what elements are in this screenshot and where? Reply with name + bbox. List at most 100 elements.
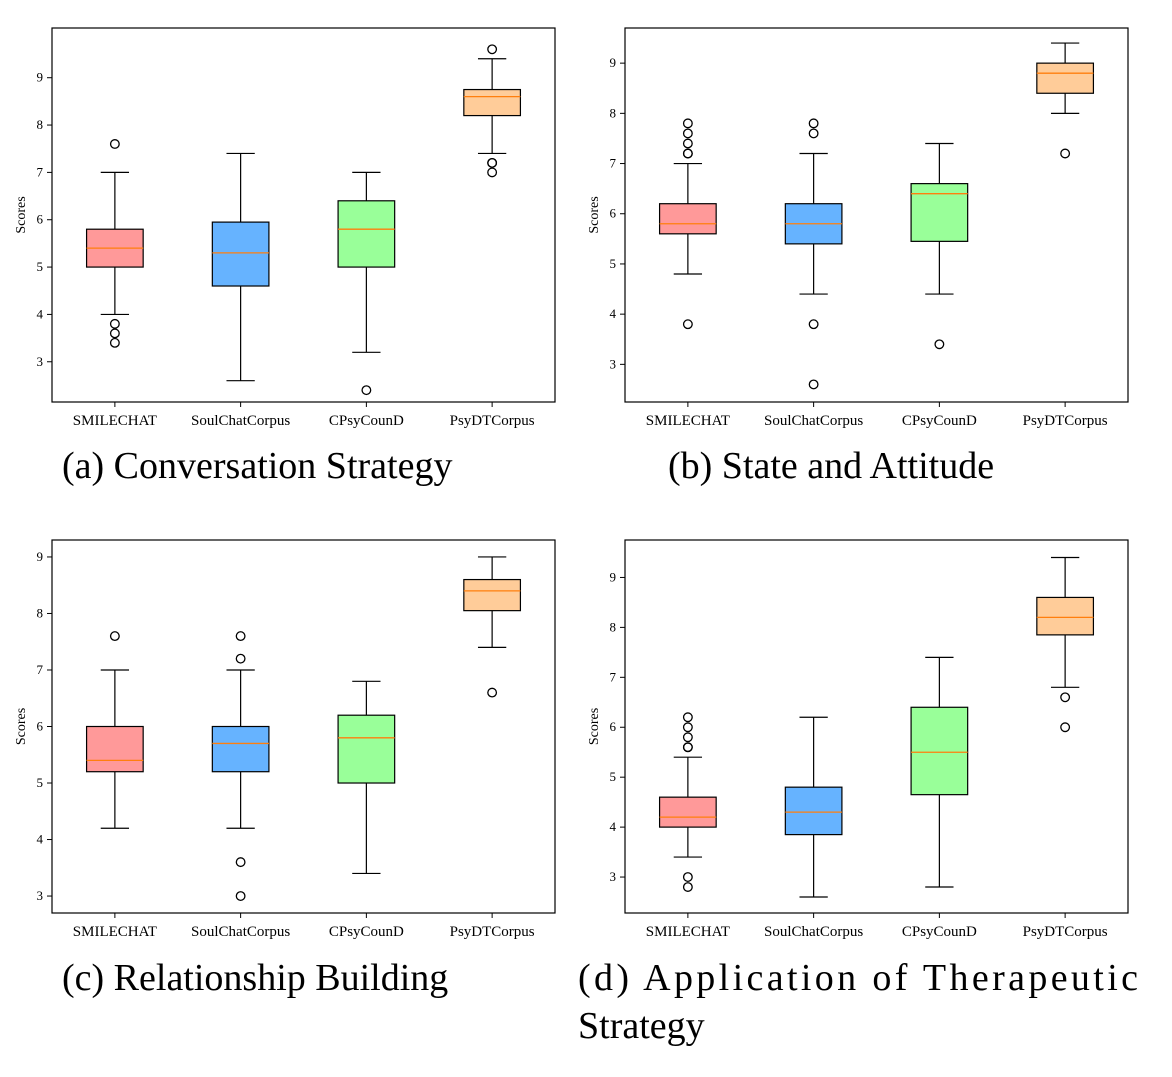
panel-caption: (c) Relationship Building [62, 957, 448, 999]
outlier-point [682, 712, 693, 723]
iqr-box [211, 725, 270, 773]
x-tick-label: SMILECHAT [73, 924, 157, 940]
iqr-box [658, 203, 717, 235]
outlier-point [808, 319, 819, 330]
y-tick-label: 4 [610, 306, 617, 321]
box-smilechat [658, 118, 717, 330]
outlier-point [487, 687, 498, 698]
x-tick-label: SoulChatCorpus [764, 413, 863, 429]
y-tick-label: 4 [610, 819, 617, 834]
plot-frame [624, 539, 1129, 914]
box-psydtcorpus [463, 556, 522, 698]
outlier-point [487, 44, 498, 55]
outlier-point [808, 379, 819, 390]
box-smilechat [85, 631, 144, 829]
iqr-box [337, 714, 396, 784]
iqr-box [910, 183, 969, 242]
x-tick-label: SoulChatCorpus [764, 924, 863, 940]
box-psydtcorpus [1036, 42, 1095, 159]
box-psydtcorpus [1036, 556, 1095, 733]
iqr-box [1036, 596, 1095, 636]
outlier-point [235, 857, 246, 868]
box-soulchatcorpus [211, 152, 270, 382]
x-tick-label: CPsyCounD [902, 924, 977, 940]
y-tick-label: 4 [37, 832, 44, 847]
outlier-point [682, 138, 693, 149]
box-soulchatcorpus [784, 118, 843, 390]
outlier-point [1060, 722, 1071, 733]
outlier-point [361, 385, 372, 396]
outlier-point [682, 128, 693, 139]
x-tick-label: PsyDTCorpus [1023, 413, 1108, 429]
iqr-box [211, 221, 270, 287]
outlier-point [682, 882, 693, 892]
x-tick-label: PsyDTCorpus [1023, 924, 1108, 940]
panel-caption: (b) State and Attitude [668, 445, 994, 487]
x-tick-label: PsyDTCorpus [450, 924, 535, 940]
outlier-point [109, 631, 120, 642]
y-tick-label: 7 [610, 669, 617, 684]
x-tick-label: CPsyCounD [902, 413, 977, 429]
outlier-point [682, 872, 693, 882]
y-axis-label: Scores [587, 708, 602, 745]
y-tick-label: 5 [610, 769, 617, 784]
box-cpsycound [337, 680, 396, 875]
y-axis-label: Scores [14, 708, 29, 745]
y-tick-label: 8 [610, 105, 617, 120]
outlier-point [487, 167, 498, 178]
y-tick-label: 3 [610, 869, 617, 884]
box-soulchatcorpus [784, 716, 843, 898]
chart-panel-1: 3 4 5 6 7 8 9 Scores SMILECHAT SoulChatCorpus CPsy… [14, 27, 556, 487]
y-tick-label: 6 [610, 206, 617, 221]
iqr-box [1036, 62, 1095, 94]
plot-frame [51, 27, 556, 403]
panel-caption-continued: Strategy [578, 1005, 705, 1047]
outlier-point [109, 328, 120, 339]
box-smilechat [85, 139, 144, 348]
outlier-point [682, 742, 693, 753]
y-tick-label: 5 [610, 256, 617, 271]
y-tick-label: 5 [37, 775, 44, 790]
x-tick-label: PsyDTCorpus [450, 413, 535, 429]
x-tick-label: SMILECHAT [646, 413, 730, 429]
y-tick-label: 8 [37, 605, 44, 620]
y-tick-label: 3 [610, 356, 617, 371]
y-tick-label: 7 [610, 156, 617, 171]
x-tick-label: SMILECHAT [73, 413, 157, 429]
y-axis-label: Scores [587, 196, 602, 233]
outlier-point [109, 337, 120, 348]
box-cpsycound [337, 171, 396, 396]
outlier-point [682, 118, 693, 129]
outlier-point [1060, 692, 1071, 703]
y-tick-label: 5 [37, 259, 44, 274]
box-soulchatcorpus [211, 631, 270, 901]
iqr-box [337, 200, 396, 268]
y-tick-label: 7 [37, 662, 44, 677]
x-tick-label: CPsyCounD [329, 413, 404, 429]
y-tick-label: 7 [37, 164, 44, 179]
box-cpsycound [910, 142, 969, 350]
outlier-point [934, 339, 945, 350]
y-tick-label: 8 [37, 117, 44, 132]
outlier-point [109, 318, 120, 329]
outlier-point [682, 319, 693, 330]
outlier-point [235, 631, 246, 642]
chart-panel-2: 3 4 5 6 7 8 9 Scores SMILECHAT SoulChatCorpus CPsy… [587, 27, 1129, 487]
y-tick-label: 6 [610, 719, 617, 734]
y-tick-label: 3 [37, 888, 44, 903]
outlier-point [109, 139, 120, 149]
y-tick-label: 9 [610, 55, 617, 70]
y-tick-label: 9 [37, 70, 44, 85]
y-tick-label: 6 [37, 212, 44, 227]
box-smilechat [658, 712, 717, 892]
y-tick-label: 4 [37, 306, 44, 321]
iqr-box [784, 786, 843, 836]
x-tick-label: SoulChatCorpus [191, 924, 290, 940]
y-tick-label: 3 [37, 354, 44, 369]
chart-panel-3: 3 4 5 6 7 8 9 Scores SMILECHAT SoulChatCorpus CPsy… [14, 539, 556, 999]
outlier-point [235, 891, 246, 901]
iqr-box [910, 706, 969, 796]
x-tick-label: SoulChatCorpus [191, 413, 290, 429]
y-tick-label: 6 [37, 719, 44, 734]
